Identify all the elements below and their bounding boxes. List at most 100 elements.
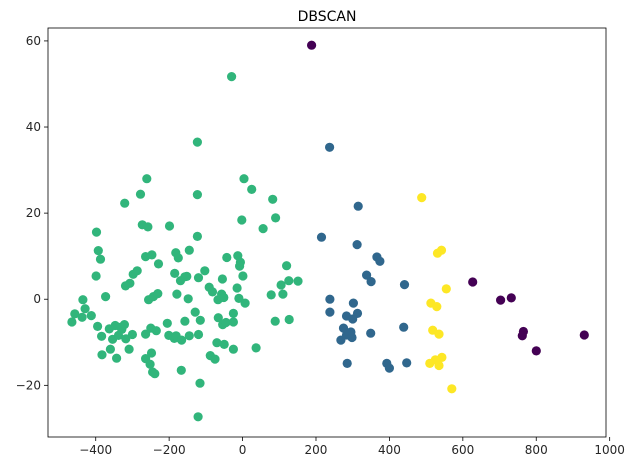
data-point-cluster-1-21 xyxy=(347,332,357,343)
data-point-cluster-2-3 xyxy=(441,284,451,294)
data-point-cluster-0-40 xyxy=(120,281,131,291)
data-point-cluster-0-63 xyxy=(278,289,288,299)
data-point-cluster-0-12 xyxy=(237,215,247,225)
data-point-cluster-0-21 xyxy=(95,254,106,264)
data-point-cluster-0-47 xyxy=(284,276,294,286)
data-point-cluster-0-114 xyxy=(176,365,186,375)
data-point-cluster-0-52 xyxy=(144,295,154,305)
data-point-cluster-2-12 xyxy=(447,384,457,394)
data-point-cluster-0-20 xyxy=(184,245,194,255)
data-point-cluster-0-102 xyxy=(177,335,187,345)
data-point-cluster-0-42 xyxy=(217,274,227,284)
y-tick-label: 0 xyxy=(33,292,41,306)
data-point-cluster-1-0 xyxy=(325,142,335,152)
data-point-cluster-0-85 xyxy=(213,313,223,323)
data-point-cluster-0-106 xyxy=(210,354,220,364)
data-point-cluster-0-103 xyxy=(184,331,194,341)
data-point-cluster-0-87 xyxy=(221,317,231,328)
x-tick-label: 600 xyxy=(451,443,474,457)
data-point-cluster-0-15 xyxy=(91,227,102,237)
data-point-cluster-0-5 xyxy=(135,189,146,199)
plot-area xyxy=(48,28,606,437)
data-point-cluster-0-13 xyxy=(271,213,281,223)
data-point-cluster-0-110 xyxy=(251,343,261,353)
data-point-cluster-0-17 xyxy=(93,246,103,256)
data-point-cluster-0-97 xyxy=(146,348,157,358)
x-tick-label: 800 xyxy=(525,443,548,457)
data-point-cluster-0-107 xyxy=(219,339,229,349)
data-point-cluster-0-35 xyxy=(238,271,248,281)
data-point-cluster--1-0 xyxy=(307,40,317,50)
data-point-cluster-1-14 xyxy=(352,308,363,318)
y-tick-label: 20 xyxy=(26,206,41,220)
data-point-cluster-0-93 xyxy=(105,344,115,354)
data-point-cluster-0-55 xyxy=(183,294,193,304)
data-point-cluster-0-78 xyxy=(127,329,137,340)
data-point-cluster-0-90 xyxy=(270,316,280,326)
data-point-cluster-0-111 xyxy=(145,359,155,369)
data-point-cluster-1-17 xyxy=(366,328,376,338)
data-point-cluster-0-4 xyxy=(142,174,152,184)
plot-frame xyxy=(47,27,607,438)
data-point-cluster-0-50 xyxy=(101,292,111,302)
data-point-cluster-0-27 xyxy=(170,268,180,278)
data-point-cluster-0-28 xyxy=(153,259,164,269)
data-point-cluster-0-45 xyxy=(232,283,242,293)
data-point-cluster-0-76 xyxy=(113,330,124,340)
data-point-cluster-0-34 xyxy=(235,261,245,271)
x-tick-label: 1000 xyxy=(594,443,625,457)
data-point-cluster-1-7 xyxy=(366,277,376,287)
data-point-cluster-0-64 xyxy=(70,309,80,319)
data-point-cluster-0-11 xyxy=(164,221,175,231)
y-tick-label: −20 xyxy=(16,378,41,392)
data-point-cluster-0-104 xyxy=(193,329,204,340)
data-point-cluster-2-0 xyxy=(417,193,427,203)
data-point-cluster-0-73 xyxy=(116,322,126,332)
data-point-cluster-0-66 xyxy=(86,311,96,321)
data-point-cluster-0-95 xyxy=(124,344,134,354)
data-point-cluster-2-7 xyxy=(434,329,444,339)
data-point-cluster--1-1 xyxy=(468,277,478,287)
data-point-cluster-1-11 xyxy=(325,307,335,317)
x-tick-label: −200 xyxy=(153,443,186,457)
data-point-cluster-0-81 xyxy=(162,318,172,328)
data-point-cluster-0-19 xyxy=(173,253,183,263)
data-point-cluster-0-56 xyxy=(207,287,218,297)
x-tick-label: 0 xyxy=(239,443,247,457)
data-point-cluster-0-48 xyxy=(78,295,88,305)
data-point-cluster-1-18 xyxy=(399,322,409,332)
data-point-cluster-0-116 xyxy=(193,412,203,422)
x-tick-label: 400 xyxy=(378,443,401,457)
data-point-cluster-1-6 xyxy=(362,270,372,280)
data-point-cluster-0-113 xyxy=(150,369,160,379)
data-point-cluster-0-79 xyxy=(141,329,151,339)
data-point-cluster-0-67 xyxy=(67,317,77,327)
data-point-cluster--1-3 xyxy=(506,293,516,303)
data-point-cluster-0-30 xyxy=(132,266,142,276)
data-point-cluster-1-8 xyxy=(399,280,410,290)
data-point-cluster-0-59 xyxy=(219,292,229,303)
data-point-cluster-0-94 xyxy=(112,353,122,363)
points-layer xyxy=(67,40,589,422)
data-point-cluster-0-61 xyxy=(240,298,250,308)
data-point-cluster-0-83 xyxy=(190,307,200,317)
data-point-cluster-0-65 xyxy=(77,312,87,322)
data-point-cluster-0-68 xyxy=(93,321,103,331)
data-point-cluster-0-7 xyxy=(247,184,257,194)
data-point-cluster-0-16 xyxy=(192,231,202,241)
data-point-cluster--1-5 xyxy=(517,331,527,341)
data-point-cluster-0-8 xyxy=(268,194,278,204)
x-tick-label: −400 xyxy=(79,443,112,457)
chart-title: DBSCAN xyxy=(298,9,357,25)
data-point-cluster-0-77 xyxy=(121,334,131,344)
data-point-cluster--1-2 xyxy=(496,295,506,305)
data-point-cluster-1-5 xyxy=(375,256,385,266)
data-point-cluster-1-3 xyxy=(352,240,362,250)
data-point-cluster-0-43 xyxy=(193,273,204,283)
x-tick-label: 200 xyxy=(305,443,328,457)
data-point-cluster-1-10 xyxy=(348,298,358,308)
data-point-cluster-1-9 xyxy=(325,294,335,304)
data-point-cluster-0-0 xyxy=(227,72,237,82)
y-tick-label: 40 xyxy=(26,120,41,134)
data-point-cluster-1-24 xyxy=(384,363,394,373)
